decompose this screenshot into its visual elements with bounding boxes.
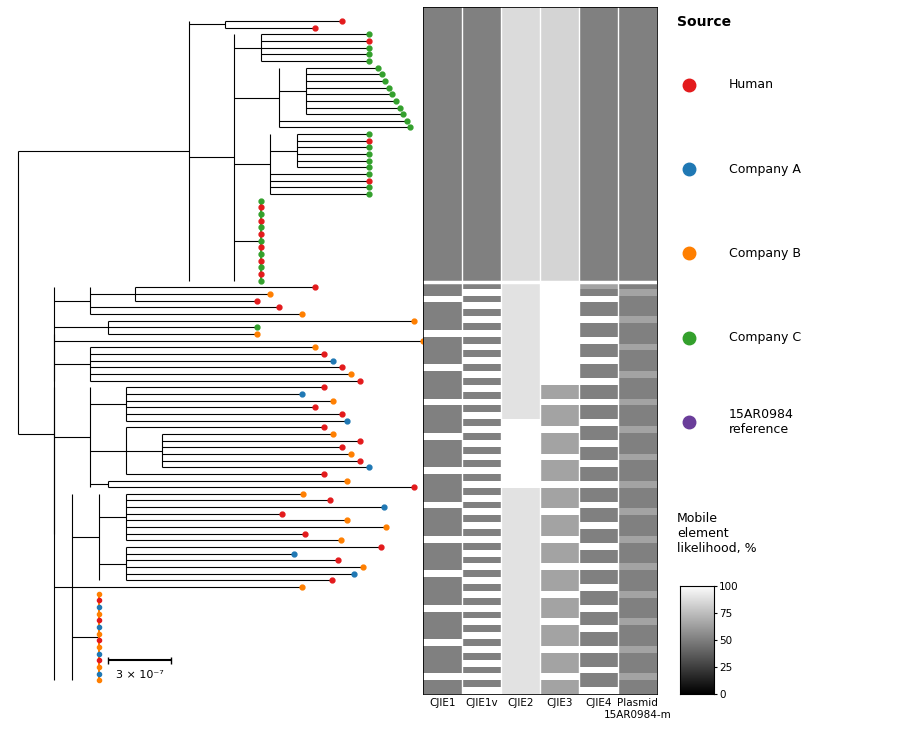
Text: Company C: Company C xyxy=(729,331,801,345)
Text: Source: Source xyxy=(677,15,732,29)
Text: Human: Human xyxy=(729,78,774,91)
Text: 15AR0984
reference: 15AR0984 reference xyxy=(729,408,794,436)
Text: Mobile
element
likelihood, %: Mobile element likelihood, % xyxy=(677,513,757,556)
Text: Company B: Company B xyxy=(729,247,801,260)
Text: 3 × 10⁻⁷: 3 × 10⁻⁷ xyxy=(115,670,164,680)
Text: Company A: Company A xyxy=(729,163,801,175)
